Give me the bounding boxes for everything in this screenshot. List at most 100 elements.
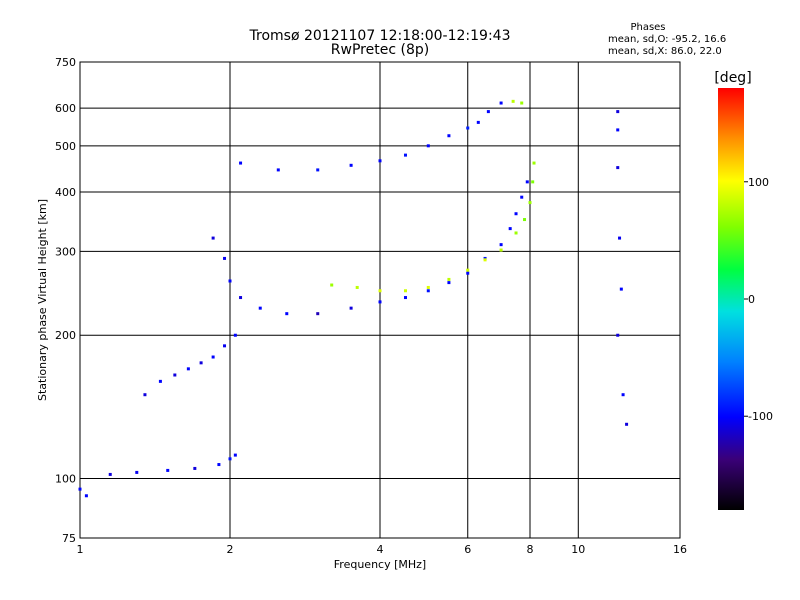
data-point xyxy=(621,393,625,397)
data-point xyxy=(228,457,232,461)
colorbar-tick-label: 100 xyxy=(748,176,769,189)
stats-line-x: mean, sd,X: 86.0, 22.0 xyxy=(608,46,722,57)
data-point xyxy=(499,101,503,105)
data-point xyxy=(135,470,139,474)
data-point xyxy=(276,168,280,172)
data-point xyxy=(499,243,503,247)
y-axis-label: Stationary phase Virtual Height [km] xyxy=(36,199,49,401)
data-point xyxy=(618,236,622,240)
data-point xyxy=(84,494,88,498)
data-point xyxy=(520,101,524,105)
data-point xyxy=(466,126,470,130)
data-point xyxy=(426,289,430,293)
data-point xyxy=(523,218,527,222)
data-point xyxy=(466,271,470,275)
y-tick-label: 200 xyxy=(55,329,76,342)
data-point xyxy=(426,285,430,289)
data-point xyxy=(108,472,112,476)
data-point xyxy=(228,279,232,283)
data-point xyxy=(316,312,320,316)
data-point xyxy=(158,379,162,383)
data-point xyxy=(211,355,215,359)
grid-layer xyxy=(80,62,680,538)
data-point xyxy=(78,487,82,491)
data-point xyxy=(426,144,430,148)
data-point xyxy=(514,212,518,216)
data-point xyxy=(466,268,470,272)
data-point xyxy=(223,344,227,348)
x-tick-label: 8 xyxy=(527,543,534,556)
data-point xyxy=(511,99,515,103)
data-point xyxy=(211,236,215,240)
y-tick-labels: 75 100 200 300 400 500 600 750 xyxy=(55,56,76,545)
y-tick-label: 75 xyxy=(62,532,76,545)
data-point xyxy=(447,277,451,281)
x-tick-label: 1 xyxy=(77,543,84,556)
stats-heading: Phases xyxy=(630,22,665,33)
data-point xyxy=(143,393,147,397)
data-point xyxy=(531,180,535,184)
data-point xyxy=(520,195,524,199)
data-point xyxy=(616,128,620,132)
data-point xyxy=(258,306,262,310)
data-point xyxy=(447,134,451,138)
chart-title: Tromsø 20121107 12:18:00-12:19:43 xyxy=(249,28,511,44)
y-tick-label: 600 xyxy=(55,102,76,115)
x-tick-label: 16 xyxy=(673,543,687,556)
y-tick-label: 100 xyxy=(55,473,76,486)
y-tick-label: 500 xyxy=(55,140,76,153)
data-point xyxy=(355,285,359,289)
data-points-layer xyxy=(78,99,629,498)
data-point xyxy=(403,289,407,293)
data-point xyxy=(486,110,490,114)
colorbar-label: [deg] xyxy=(714,70,751,86)
x-tick-label: 2 xyxy=(227,543,234,556)
data-point xyxy=(403,296,407,300)
data-point xyxy=(616,166,620,170)
x-tick-label: 6 xyxy=(464,543,471,556)
data-point xyxy=(199,361,203,365)
data-point xyxy=(532,161,536,165)
colorbar-tick-label: -100 xyxy=(748,410,773,423)
x-tick-label: 4 xyxy=(377,543,384,556)
data-point xyxy=(233,333,237,337)
x-axis-label: Frequency [MHz] xyxy=(334,558,426,571)
data-point xyxy=(239,296,243,300)
data-point xyxy=(483,258,487,262)
data-point xyxy=(173,373,177,377)
data-point xyxy=(223,256,227,260)
data-point xyxy=(619,287,623,291)
data-point xyxy=(378,289,382,293)
data-point xyxy=(166,468,170,472)
data-point xyxy=(528,201,532,205)
data-point xyxy=(186,367,190,371)
data-point xyxy=(616,333,620,337)
data-point xyxy=(239,161,243,165)
data-point xyxy=(378,159,382,163)
data-point xyxy=(217,463,221,467)
data-point xyxy=(378,300,382,304)
data-point xyxy=(349,163,353,167)
data-point xyxy=(330,283,334,287)
data-point xyxy=(525,180,529,184)
data-point xyxy=(447,281,451,285)
data-point xyxy=(616,110,620,114)
data-point xyxy=(476,120,480,124)
data-point xyxy=(403,153,407,157)
chart-subtitle: RwPretec (8p) xyxy=(331,42,429,58)
data-point xyxy=(316,168,320,172)
colorbar xyxy=(718,88,744,510)
data-point xyxy=(285,312,289,316)
data-point xyxy=(625,422,629,426)
data-point xyxy=(349,306,353,310)
data-point xyxy=(508,227,512,231)
colorbar-tick-label: 0 xyxy=(748,293,755,306)
y-tick-label: 400 xyxy=(55,186,76,199)
data-point xyxy=(233,453,237,457)
x-tick-label: 10 xyxy=(571,543,585,556)
y-tick-label: 750 xyxy=(55,56,76,69)
data-point xyxy=(514,231,518,235)
y-tick-label: 300 xyxy=(55,245,76,258)
stats-line-o: mean, sd,O: -95.2, 16.6 xyxy=(608,34,726,45)
